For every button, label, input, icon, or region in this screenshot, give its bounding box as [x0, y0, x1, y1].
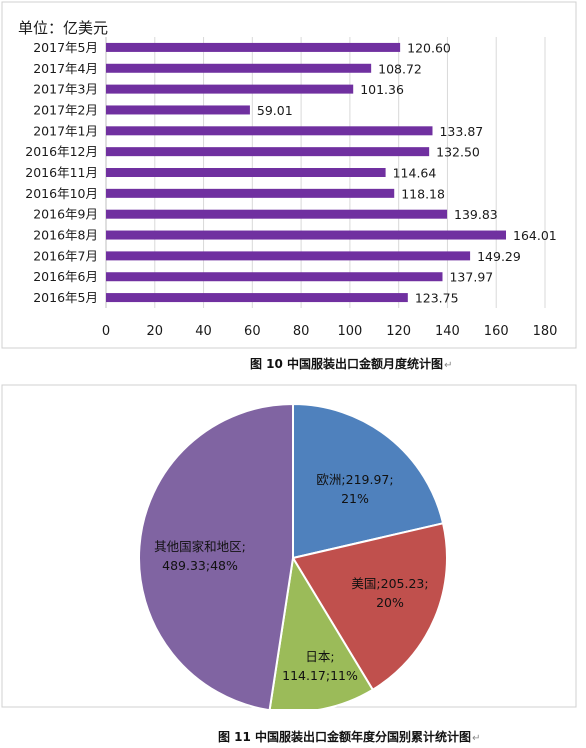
category-label: 2016年9月 — [33, 207, 98, 222]
x-tick-label: 160 — [484, 324, 509, 339]
bar — [106, 63, 372, 73]
data-label: 114.64 — [393, 166, 437, 181]
bar — [106, 168, 386, 177]
bar-chart: 单位：亿美元 0 20 40 60 80 100 120 140 160 180 2017年5月 120… — [1, 1, 577, 349]
bar — [106, 105, 250, 115]
pie-slice-label: 其他国家和地区; — [154, 539, 246, 554]
pie-slice — [291, 522, 448, 692]
bar — [106, 42, 401, 52]
category-label: 2016年10月 — [25, 186, 98, 201]
category-label: 2016年6月 — [33, 269, 98, 284]
x-tick-label: 120 — [386, 324, 411, 339]
pie-slice-label: 日本; — [305, 649, 334, 664]
bar — [106, 188, 395, 198]
x-tick-label: 80 — [293, 324, 310, 339]
category-label: 2017年2月 — [33, 102, 98, 117]
bar — [106, 251, 471, 261]
data-label: 118.18 — [401, 186, 445, 201]
x-tick-label: 180 — [533, 324, 558, 339]
data-label: 132.50 — [436, 145, 480, 160]
pie-chart: 欧洲;219.97; 21% 美国;205.23; 20% 日本; 114.17;11% 其… — [1, 384, 577, 709]
data-label: 101.36 — [360, 82, 404, 97]
pie-slice-label: 20% — [376, 595, 404, 610]
pie-slice-label: 114.17;11% — [282, 668, 358, 683]
bar — [106, 126, 433, 136]
pie-caption-mark: ↵ — [472, 733, 481, 744]
data-label: 123.75 — [415, 291, 459, 306]
data-label: 137.97 — [449, 270, 493, 285]
data-label: 164.01 — [513, 228, 557, 243]
pie-chart-panel: 欧洲;219.97; 21% 美国;205.23; 20% 日本; 114.17;11% 其… — [0, 383, 580, 709]
category-label: 2017年1月 — [33, 123, 98, 138]
pie-slice — [292, 402, 445, 560]
bar-caption-mark: ↵ — [444, 360, 453, 371]
pie-slice-label: 美国;205.23; — [351, 576, 428, 591]
data-label: 149.29 — [477, 249, 521, 264]
x-tick-label: 140 — [435, 324, 460, 339]
pie-slice — [268, 555, 375, 709]
data-label: 59.01 — [257, 103, 293, 118]
x-tick-label: 100 — [337, 324, 362, 339]
pie-slice-label: 欧洲;219.97; — [316, 472, 393, 487]
bar — [106, 209, 448, 219]
category-label: 2016年12月 — [25, 144, 98, 159]
x-tick-label: 40 — [195, 324, 212, 339]
pie-chart-caption: 图 11 中国服装出口金额年度分国别累计统计图↵ — [218, 728, 480, 745]
x-tick-label: 60 — [244, 324, 261, 339]
category-label: 2016年5月 — [33, 290, 98, 305]
category-label: 2017年3月 — [33, 82, 98, 97]
data-label: 120.60 — [407, 40, 451, 55]
pie-slice — [138, 402, 294, 709]
category-label: 2017年5月 — [33, 40, 98, 55]
category-label: 2016年7月 — [33, 248, 98, 263]
category-label: 2016年11月 — [25, 165, 98, 180]
data-label: 108.72 — [378, 61, 422, 76]
bar — [106, 230, 507, 240]
category-label: 2017年4月 — [33, 61, 98, 76]
bar — [106, 272, 443, 282]
pie-slice-label: 21% — [341, 491, 369, 506]
unit-label: 单位：亿美元 — [18, 19, 108, 37]
category-label: 2016年8月 — [33, 228, 98, 243]
pie-slice-label: 489.33;48% — [162, 558, 238, 573]
data-label: 133.87 — [439, 124, 483, 139]
bar-chart-panel: 单位：亿美元 0 20 40 60 80 100 120 140 160 180 2017年5月 120… — [0, 0, 580, 350]
x-tick-label: 20 — [147, 324, 164, 339]
data-label: 139.83 — [454, 207, 498, 222]
x-tick-label: 0 — [102, 324, 110, 339]
bar-chart-caption: 图 10 中国服装出口金额月度统计图↵ — [250, 355, 452, 372]
bar — [106, 293, 408, 303]
pie-caption-text: 图 11 中国服装出口金额年度分国别累计统计图 — [218, 730, 472, 744]
bar-caption-text: 图 10 中国服装出口金额月度统计图 — [250, 357, 444, 371]
bar — [106, 84, 354, 94]
bar — [106, 147, 430, 157]
